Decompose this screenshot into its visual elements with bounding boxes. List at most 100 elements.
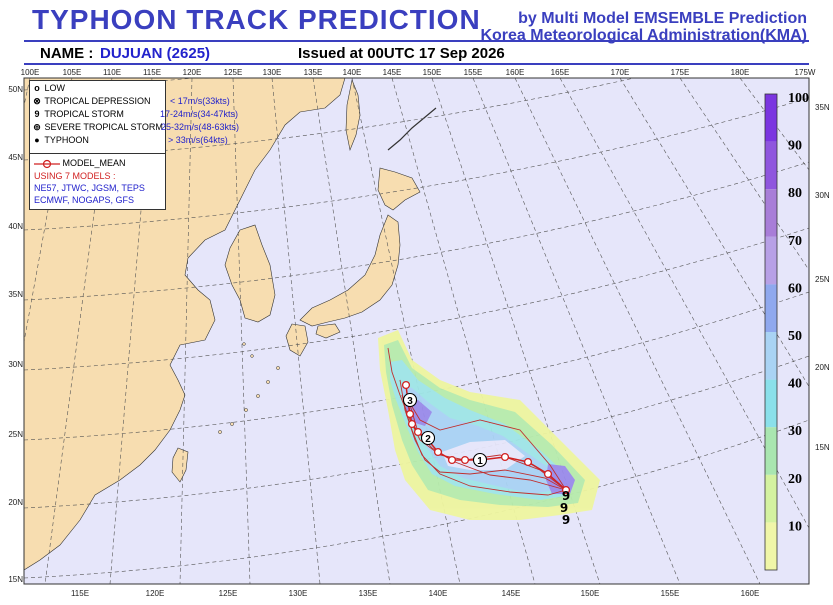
- left-lat-label: 45N: [8, 153, 23, 162]
- model-mean-legend: MODEL_MEAN: [34, 158, 126, 169]
- legend-label: TYPHOON: [44, 135, 89, 145]
- map-graticule: [24, 78, 809, 584]
- top-lon-label: 110E: [103, 68, 121, 77]
- mean-track-point: [405, 409, 415, 419]
- models-list-2: ECMWF, NOGAPS, GFS: [34, 195, 135, 205]
- colorbar-segment: [765, 474, 777, 523]
- top-lon-label: 140E: [343, 68, 362, 77]
- colorbar-segment: [765, 94, 777, 142]
- typhoon-icon: ●: [34, 135, 40, 145]
- left-latitude-labels: 50N 45N 40N 35N 30N 25N 20N 15N: [8, 85, 23, 584]
- right-latitude-labels: 35N 30N 25N 20N 15N: [815, 103, 830, 452]
- org-line-1: by Multi Model EMSEMBLE Prediction: [518, 10, 807, 27]
- mean-track-point: [401, 380, 411, 390]
- low-icon: o: [34, 83, 40, 93]
- left-lat-label: 20N: [8, 498, 23, 507]
- right-lat-label: 15N: [815, 443, 830, 452]
- top-lon-label: 130E: [263, 68, 282, 77]
- mean-track-point: [407, 419, 417, 429]
- right-lat-label: 25N: [815, 275, 830, 284]
- legend-row-sts: ⊚ SEVERE TROPICAL STORM: [32, 121, 163, 133]
- top-lon-label: 105E: [63, 68, 82, 77]
- legend-label: TROPICAL STORM: [44, 109, 124, 119]
- storm-symbol: 9: [562, 489, 570, 503]
- right-lat-label: 35N: [815, 103, 830, 112]
- top-lon-label: 125E: [224, 68, 243, 77]
- legend-label: LOW: [44, 83, 66, 93]
- left-lat-label: 30N: [8, 360, 23, 369]
- top-lon-label: 145E: [383, 68, 402, 77]
- bottom-lon-label: 145E: [502, 589, 521, 598]
- top-lon-label: 165E: [551, 68, 570, 77]
- mean-track-point: [447, 455, 457, 465]
- mean-track-point: [433, 447, 443, 457]
- land-sakhalin: [345, 78, 361, 152]
- bottom-lon-label: 150E: [581, 589, 600, 598]
- models-list-1: NE57, JTWC, JGSM, TEPS: [34, 183, 145, 193]
- colorbar-label: 60: [788, 281, 802, 296]
- subheader-rule: [24, 63, 809, 65]
- mean-track-point: [561, 485, 571, 495]
- model-mean-label: MODEL_MEAN: [62, 158, 126, 168]
- right-lat-label: 20N: [815, 363, 830, 372]
- right-lat-label: 30N: [815, 191, 830, 200]
- issued-time: Issued at 00UTC 17 Sep 2026: [298, 45, 505, 62]
- land-shikoku: [315, 323, 341, 339]
- storm-symbol: 9: [562, 513, 570, 527]
- storm-symbol: 9: [560, 501, 568, 515]
- models-heading: USING 7 MODELS :: [34, 171, 116, 181]
- mean-track-point: [460, 455, 470, 465]
- bottom-longitude-labels: 115E 120E 125E 130E 135E 140E 145E 150E 155E 160E: [71, 589, 759, 598]
- tropical-storm-icon: 9: [34, 109, 40, 119]
- land-ryukyu-islands: [218, 342, 280, 434]
- colorbar-label: 40: [788, 377, 802, 392]
- top-lon-label: 100E: [21, 68, 40, 77]
- model-mean-line-icon: [34, 159, 60, 168]
- land-kyushu: [285, 323, 309, 357]
- top-lon-label: 135E: [304, 68, 323, 77]
- colorbar-label: 100: [788, 91, 809, 106]
- legend-label: SEVERE TROPICAL STORM: [44, 122, 163, 132]
- land-korea: [224, 224, 276, 323]
- severe-tropical-storm-icon: ⊚: [33, 122, 41, 132]
- colorbar-segment: [765, 427, 777, 475]
- speed-td: < 17m/s(33kts): [170, 96, 230, 106]
- intensity-legend: o LOW ⊗ TROPICAL DEPRESSION 9 TROPICAL S…: [29, 80, 166, 155]
- map-frame: [23, 77, 810, 585]
- colorbar-segment: [765, 189, 777, 237]
- speed-ts: 17-24m/s(34-47kts): [160, 109, 239, 119]
- left-lat-label: 15N: [8, 575, 23, 584]
- legend-row-low: o LOW: [32, 82, 65, 94]
- mean-track-point: [523, 457, 533, 467]
- typhoon-name: DUJUAN (2625): [100, 45, 211, 62]
- left-lat-label: 50N: [8, 85, 23, 94]
- colorbar-label: 30: [788, 424, 802, 439]
- left-lat-label: 35N: [8, 290, 23, 299]
- day-marker: 3: [407, 396, 413, 407]
- tropical-depression-icon: ⊗: [33, 96, 41, 106]
- day-marker: 1: [477, 456, 483, 467]
- speed-sts: 25-32m/s(48-63kts): [161, 122, 240, 132]
- colorbar-label: 20: [788, 472, 802, 487]
- speed-ty: > 33m/s(64kts): [168, 135, 228, 145]
- top-lon-label: 155E: [464, 68, 483, 77]
- colorbar-segment: [765, 284, 777, 332]
- colorbar-label: 90: [788, 139, 802, 154]
- legend-row-td: ⊗ TROPICAL DEPRESSION: [32, 95, 150, 107]
- colorbar-segment: [765, 332, 777, 380]
- mean-track-point: [413, 427, 423, 437]
- bottom-lon-label: 140E: [429, 589, 448, 598]
- left-lat-label: 40N: [8, 222, 23, 231]
- land-kuril-islands: [387, 107, 437, 151]
- name-label: NAME :: [40, 45, 94, 62]
- bottom-lon-label: 155E: [661, 589, 680, 598]
- bottom-lon-label: 160E: [741, 589, 760, 598]
- top-lon-label: 150E: [423, 68, 442, 77]
- probability-colorbar: 100 90 80 70 60 50 40 30 20 10: [764, 91, 809, 571]
- colorbar-segment: [765, 379, 777, 428]
- legend-row-ts: 9 TROPICAL STORM: [32, 108, 124, 120]
- land-hokkaido: [377, 167, 421, 211]
- colorbar-label: 10: [788, 519, 802, 534]
- land-taiwan: [171, 447, 189, 483]
